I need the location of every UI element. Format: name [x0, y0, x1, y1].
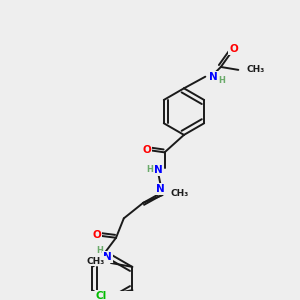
Text: N: N	[209, 72, 218, 82]
Text: CH₃: CH₃	[170, 189, 189, 198]
Text: CH₃: CH₃	[87, 256, 105, 266]
Text: CH₃: CH₃	[246, 65, 264, 74]
Text: O: O	[92, 230, 101, 240]
Text: N: N	[103, 252, 112, 262]
Text: H: H	[96, 246, 103, 255]
Text: O: O	[229, 44, 238, 55]
Text: N: N	[156, 184, 165, 194]
Text: Cl: Cl	[96, 291, 107, 300]
Text: N: N	[154, 165, 163, 175]
Text: O: O	[143, 146, 152, 155]
Text: H: H	[147, 165, 153, 174]
Text: H: H	[218, 76, 225, 85]
